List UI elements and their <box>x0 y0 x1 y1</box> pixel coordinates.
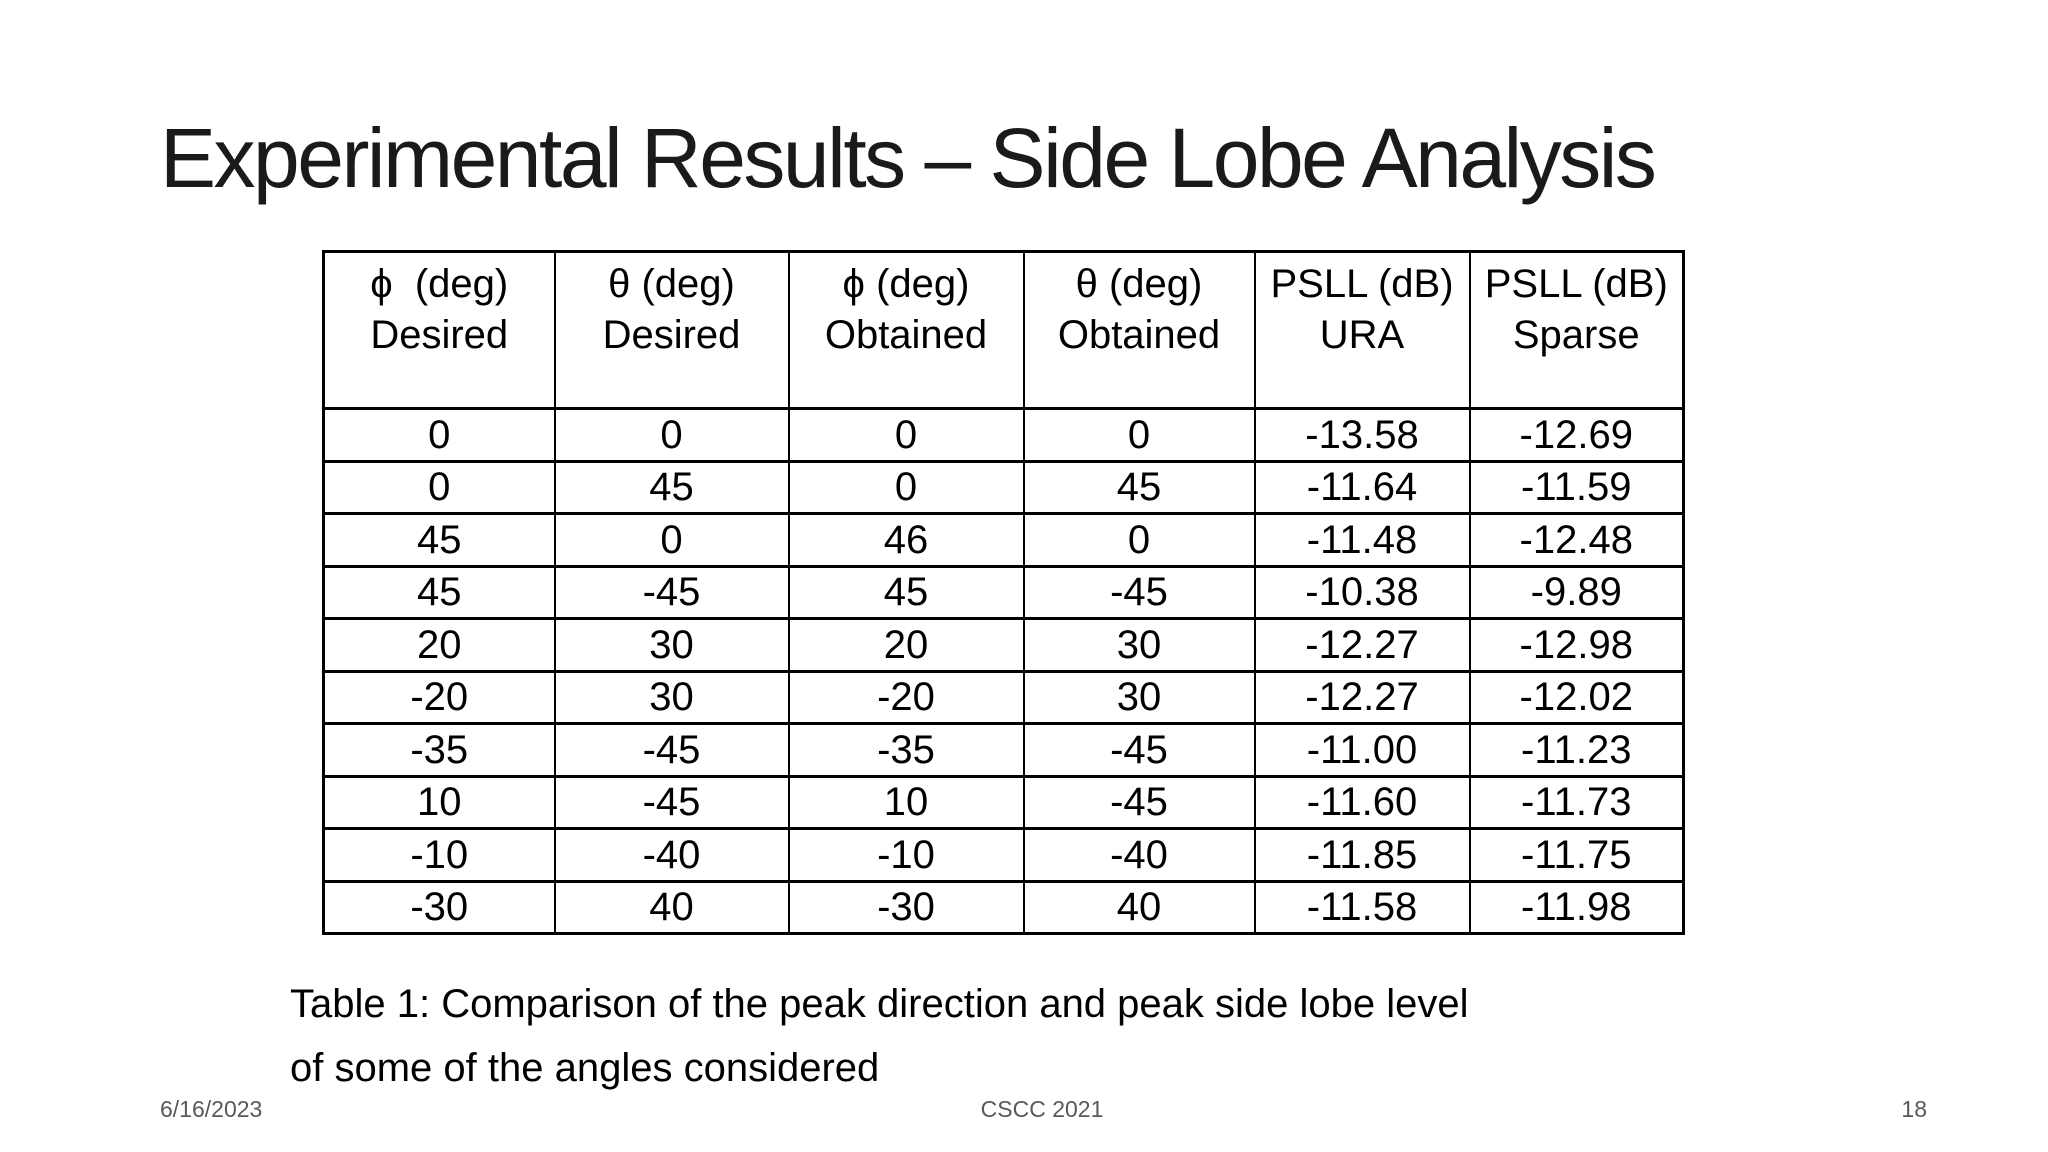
column-header-line: θ (deg) <box>1075 262 1203 306</box>
column-header-line: θ (deg) <box>608 262 735 306</box>
table-cell: 45 <box>322 512 556 568</box>
table-cell: -35 <box>322 722 556 778</box>
table-cell: 45 <box>787 564 1025 620</box>
table-cell: -10 <box>322 827 556 883</box>
table-cell: -45 <box>553 722 790 778</box>
column-header-line: ϕ (deg) <box>842 262 970 306</box>
table-row: 10 -45 10 -45 -11.60 -11.73 <box>322 774 1685 830</box>
table-cell: -12.69 <box>1468 407 1685 463</box>
table-cell: -30 <box>322 879 556 935</box>
table-cell: -40 <box>1022 827 1256 883</box>
table-row: -30 40 -30 40 -11.58 -11.98 <box>322 879 1685 935</box>
column-header-theta-desired: θ (deg) Desired <box>553 250 790 410</box>
table-cell: 40 <box>1022 879 1256 935</box>
table-cell: -12.27 <box>1253 669 1471 725</box>
table-cell: -45 <box>1022 564 1256 620</box>
table-cell: -11.73 <box>1468 774 1685 830</box>
slide-page-number: 18 <box>1901 1096 1927 1122</box>
table-cell: -11.58 <box>1253 879 1471 935</box>
table-row: -35 -45 -35 -45 -11.00 -11.23 <box>322 722 1685 778</box>
table-cell: -11.75 <box>1468 827 1685 883</box>
table-cell: -40 <box>553 827 790 883</box>
table-cell: -11.23 <box>1468 722 1685 778</box>
table-cell: 10 <box>787 774 1025 830</box>
table-cell: -45 <box>1022 722 1256 778</box>
table-cell: -20 <box>322 669 556 725</box>
table-cell: 10 <box>322 774 556 830</box>
table-cell: -11.64 <box>1253 459 1471 515</box>
column-header-line: PSLL (dB) <box>1270 262 1454 306</box>
table-header-row: ϕ (deg) Desired θ (deg) Desired ϕ (deg) … <box>322 250 1685 410</box>
table-cell: 20 <box>787 617 1025 673</box>
table-cell: 0 <box>553 512 790 568</box>
caption-line-1: Table 1: Comparison of the peak directio… <box>290 982 1469 1026</box>
table-row: 45 0 46 0 -11.48 -12.48 <box>322 512 1685 568</box>
results-table: ϕ (deg) Desired θ (deg) Desired ϕ (deg) … <box>322 250 1685 935</box>
table-cell: -11.00 <box>1253 722 1471 778</box>
table-row: 20 30 20 30 -12.27 -12.98 <box>322 617 1685 673</box>
column-header-phi-obtained: ϕ (deg) Obtained <box>787 250 1025 410</box>
table-cell: -11.98 <box>1468 879 1685 935</box>
table-cell: 0 <box>553 407 790 463</box>
column-header-line: Obtained <box>824 313 988 358</box>
table-cell: 20 <box>322 617 556 673</box>
table-caption: Table 1: Comparison of the peak directio… <box>290 972 1469 1100</box>
column-header-theta-obtained: θ (deg) Obtained <box>1022 250 1256 410</box>
table-body: 0 0 0 0 -13.58 -12.69 0 45 0 45 -11.64 -11.59 45 0 46 0… <box>322 407 1685 935</box>
column-header-line: ϕ (deg) <box>370 262 509 306</box>
column-header-line: Desired <box>370 313 509 358</box>
column-header-phi-desired: ϕ (deg) Desired <box>322 250 556 410</box>
table-cell: 0 <box>322 407 556 463</box>
table-cell: -45 <box>553 774 790 830</box>
table-cell: -12.27 <box>1253 617 1471 673</box>
table-cell: 30 <box>553 617 790 673</box>
table-cell: -11.48 <box>1253 512 1471 568</box>
table-cell: -45 <box>553 564 790 620</box>
table-row: -10 -40 -10 -40 -11.85 -11.75 <box>322 827 1685 883</box>
table-cell: -12.98 <box>1468 617 1685 673</box>
table-cell: 0 <box>1022 512 1256 568</box>
column-header-psll-ura: PSLL (dB) URA <box>1253 250 1471 410</box>
table-cell: 30 <box>553 669 790 725</box>
table-cell: -10 <box>787 827 1025 883</box>
table-cell: 0 <box>1022 407 1256 463</box>
table-cell: -10.38 <box>1253 564 1471 620</box>
table-cell: -12.48 <box>1468 512 1685 568</box>
table-cell: -30 <box>787 879 1025 935</box>
column-header-psll-sparse: PSLL (dB) Sparse <box>1468 250 1685 410</box>
column-header-line: Obtained <box>1057 313 1221 358</box>
caption-line-2: of some of the angles considered <box>290 1046 880 1090</box>
column-header-line: Desired <box>602 313 741 358</box>
column-header-line: Sparse <box>1512 313 1640 358</box>
table-row: 45 -45 45 -45 -10.38 -9.89 <box>322 564 1685 620</box>
table-cell: 30 <box>1022 669 1256 725</box>
table-cell: 45 <box>553 459 790 515</box>
table-cell: -13.58 <box>1253 407 1471 463</box>
table-cell: 0 <box>787 459 1025 515</box>
table-cell: 0 <box>322 459 556 515</box>
footer-date: 6/16/2023 <box>160 1096 263 1122</box>
table-cell: -11.59 <box>1468 459 1685 515</box>
table-row: -20 30 -20 30 -12.27 -12.02 <box>322 669 1685 725</box>
table-cell: -9.89 <box>1468 564 1685 620</box>
table-cell: -20 <box>787 669 1025 725</box>
footer-conference: CSCC 2021 <box>980 1096 1104 1122</box>
table-cell: 45 <box>322 564 556 620</box>
table-row: 0 0 0 0 -13.58 -12.69 <box>322 407 1685 463</box>
table-cell: -35 <box>787 722 1025 778</box>
table-cell: -11.85 <box>1253 827 1471 883</box>
table-cell: 40 <box>553 879 790 935</box>
table-cell: -11.60 <box>1253 774 1471 830</box>
table-cell: 0 <box>787 407 1025 463</box>
table-cell: 30 <box>1022 617 1256 673</box>
column-header-line: PSLL (dB) <box>1484 262 1668 306</box>
column-header-line: URA <box>1319 313 1405 358</box>
table-cell: 45 <box>1022 459 1256 515</box>
table-cell: -45 <box>1022 774 1256 830</box>
page-title: Experimental Results – Side Lobe Analysi… <box>160 111 1657 205</box>
table-row: 0 45 0 45 -11.64 -11.59 <box>322 459 1685 515</box>
table-cell: 46 <box>787 512 1025 568</box>
table-cell: -12.02 <box>1468 669 1685 725</box>
